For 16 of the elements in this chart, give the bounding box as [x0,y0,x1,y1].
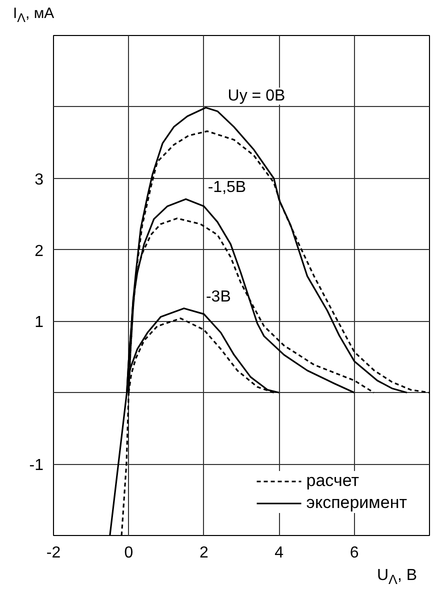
y-axis-title: I$_{Λ}$, мА [13,4,54,27]
annotation: -1,5В [208,179,246,196]
legend-label: расчет [306,471,360,491]
x-axis-title: U$_{Λ}$, В [376,566,417,590]
annotation: Uy = 0В [228,88,286,105]
x-tick-label: 4 [274,544,284,562]
y-tick-label: 2 [34,242,44,260]
y-tick-label: 1 [34,314,44,332]
x-tick-label: 6 [350,544,359,562]
x-tick-label: 0 [124,544,134,562]
annotation: -3В [206,288,231,306]
y-tick-label: 3 [34,171,44,188]
x-tick-label: 2 [199,544,208,562]
legend-label: эксперимент [306,493,407,513]
x-tick-label: -2 [46,544,61,562]
y-tick-label: -1 [29,457,44,474]
